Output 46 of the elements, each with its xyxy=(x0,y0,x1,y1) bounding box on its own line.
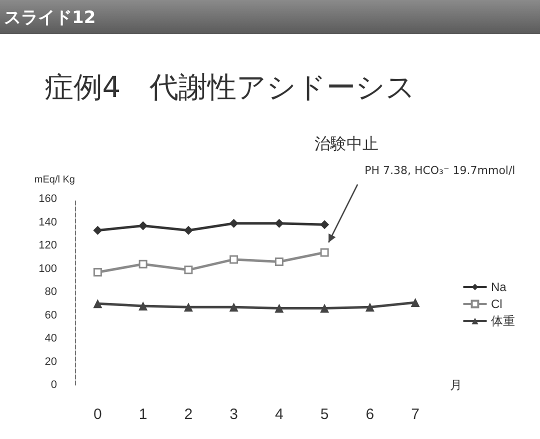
text: PH 7.38, HCO₃⁻ 19.7mmol/l xyxy=(364,164,516,178)
y-axis-title: mEq/l Kg xyxy=(34,174,75,186)
x-tick-label: 2 xyxy=(184,406,193,423)
y-tick-label: 20 xyxy=(44,356,57,368)
point xyxy=(93,299,102,308)
legend-label: Cl xyxy=(491,297,502,311)
chart-subtitle: スライド12 xyxy=(4,7,96,29)
legend-label: 体重 xyxy=(491,314,515,328)
x-tick-label: 3 xyxy=(230,406,238,423)
y-tick-label: 60 xyxy=(44,309,57,322)
legend-label: Na xyxy=(491,280,507,294)
point xyxy=(138,221,148,230)
point xyxy=(138,301,148,310)
point xyxy=(274,218,284,228)
point xyxy=(184,266,193,274)
point xyxy=(320,304,330,313)
point xyxy=(365,302,374,312)
chart-title: 症例4 代謝性アシドーシス xyxy=(43,69,417,106)
y-tick-label: 100 xyxy=(38,262,57,275)
point xyxy=(320,220,330,230)
y-tick-label: 120 xyxy=(38,240,57,252)
y-tick-label: 80 xyxy=(44,286,57,298)
point xyxy=(138,260,148,268)
y-tick-label: 0 xyxy=(50,379,57,391)
x-tick-label: 6 xyxy=(366,406,374,423)
point xyxy=(274,304,284,313)
point xyxy=(93,226,102,235)
y-tick-label: 40 xyxy=(44,332,57,344)
x-axis-title: 月 xyxy=(450,378,462,392)
point xyxy=(320,248,329,257)
x-tick-label: 5 xyxy=(320,406,329,423)
point xyxy=(184,226,193,235)
x-tick-label: 0 xyxy=(94,406,102,423)
x-tick-label: 7 xyxy=(411,406,420,423)
y-tick-label: 160 xyxy=(38,193,57,205)
point xyxy=(184,302,193,312)
point xyxy=(229,302,238,312)
point xyxy=(230,255,238,264)
point xyxy=(274,258,284,266)
x-tick-label: 1 xyxy=(138,406,148,423)
text: 治験中止 xyxy=(314,134,379,156)
x-tick-label: 4 xyxy=(275,406,284,423)
point xyxy=(93,268,102,276)
point xyxy=(229,218,238,228)
y-tick-label: 140 xyxy=(38,216,57,228)
point xyxy=(410,298,420,307)
